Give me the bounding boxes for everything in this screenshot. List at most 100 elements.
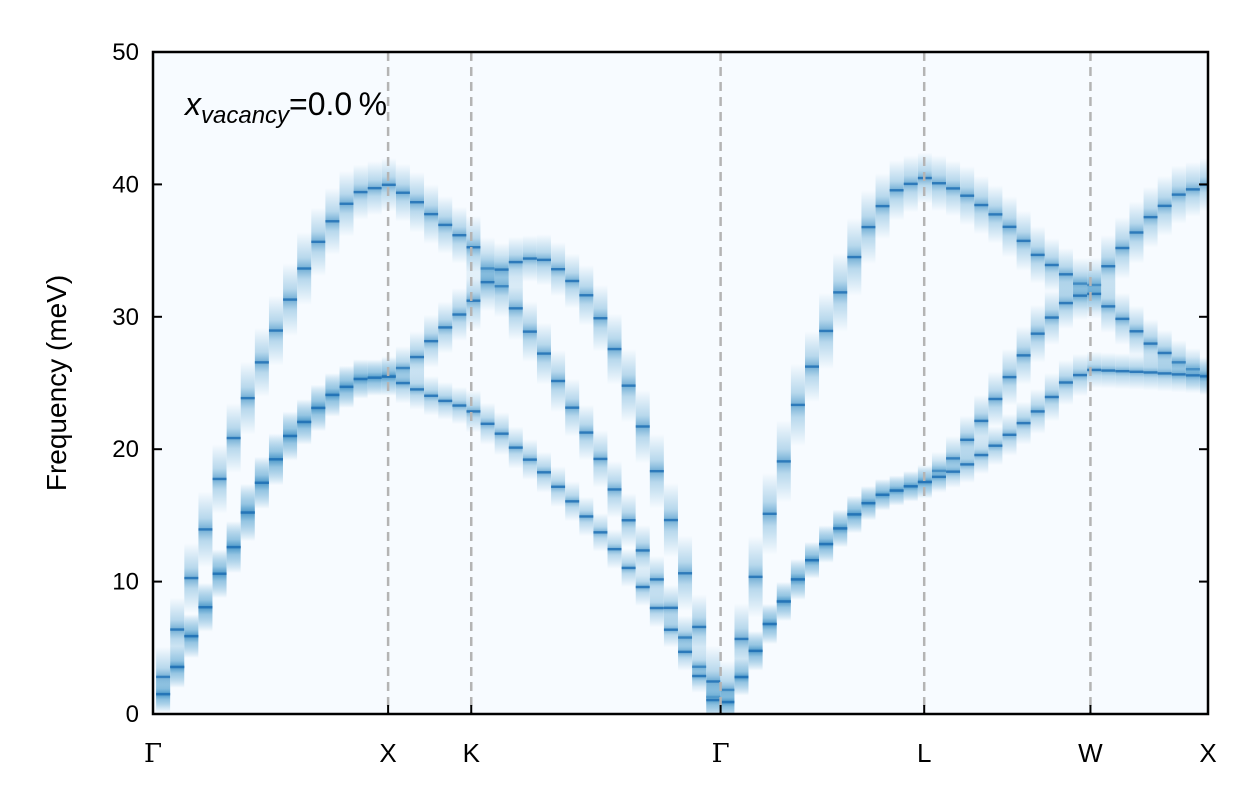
band-peak bbox=[706, 698, 721, 702]
band-peak bbox=[1157, 372, 1172, 375]
band-peak bbox=[240, 396, 255, 400]
band-peak bbox=[1157, 351, 1172, 355]
band-peak bbox=[438, 223, 453, 227]
band-peak bbox=[931, 475, 946, 479]
band-peak bbox=[790, 403, 805, 407]
band-peak bbox=[198, 528, 213, 531]
band-peak bbox=[1143, 342, 1158, 345]
y-tick-label: 10 bbox=[112, 569, 139, 596]
band-peak bbox=[988, 213, 1003, 216]
band-peak bbox=[254, 361, 269, 364]
band-peak bbox=[1129, 330, 1144, 333]
band-peak bbox=[226, 436, 241, 440]
band-peak bbox=[805, 365, 820, 368]
band-peak bbox=[395, 381, 410, 385]
band-peak bbox=[198, 606, 213, 609]
band-peak bbox=[311, 406, 326, 410]
band-peak bbox=[339, 202, 354, 205]
x-tick-label: X bbox=[1199, 738, 1216, 768]
band-peak bbox=[1016, 239, 1031, 243]
band-branch-3 bbox=[156, 351, 1208, 714]
band-peak bbox=[1185, 374, 1200, 377]
band-peak bbox=[663, 628, 678, 631]
band-peak bbox=[1002, 225, 1017, 229]
band-block bbox=[720, 685, 735, 714]
band-peak bbox=[621, 566, 636, 570]
band-peak bbox=[1087, 292, 1102, 296]
band-peak bbox=[988, 397, 1003, 401]
band-peak bbox=[1030, 253, 1045, 257]
band-peak bbox=[311, 240, 326, 244]
band-peak bbox=[212, 477, 227, 481]
band-peak bbox=[297, 267, 312, 270]
band-peak bbox=[946, 187, 961, 190]
band-peak bbox=[889, 489, 904, 492]
band-peak bbox=[790, 578, 805, 581]
band-peak bbox=[847, 255, 862, 259]
band-peak bbox=[297, 420, 312, 424]
band-peak bbox=[480, 280, 495, 284]
band-peak bbox=[424, 394, 439, 397]
band-peak bbox=[551, 379, 566, 383]
band-peak bbox=[875, 204, 890, 208]
band-peak bbox=[522, 257, 537, 260]
x-tick-label: L bbox=[917, 738, 931, 768]
band-peak bbox=[974, 453, 989, 457]
band-peak bbox=[960, 463, 975, 466]
band-peak bbox=[283, 434, 298, 438]
band-peak bbox=[819, 542, 834, 546]
y-axis-label: Frequency (meV) bbox=[41, 275, 72, 491]
band-peak bbox=[1129, 231, 1144, 234]
band-peak bbox=[833, 527, 848, 530]
band-peak bbox=[1171, 193, 1186, 196]
band-peak bbox=[748, 649, 763, 653]
band-peak bbox=[593, 457, 608, 461]
band-peak bbox=[946, 470, 961, 473]
vacancy-annotation: xvacancy=0.0 % bbox=[183, 86, 387, 129]
band-peak bbox=[776, 460, 791, 463]
band-peak bbox=[649, 578, 664, 581]
band-peak bbox=[889, 189, 904, 192]
band-peak bbox=[410, 388, 425, 391]
band-peak bbox=[903, 485, 918, 488]
band-peak bbox=[522, 330, 537, 333]
band-peak bbox=[692, 625, 707, 629]
band-peak bbox=[678, 650, 693, 654]
band-peak bbox=[536, 471, 551, 474]
band-peak bbox=[1030, 410, 1045, 413]
band-peak bbox=[847, 513, 862, 516]
band-peak bbox=[184, 634, 199, 638]
band-peak bbox=[960, 194, 975, 197]
x-tick-label: X bbox=[379, 738, 396, 768]
y-tick-label: 50 bbox=[112, 39, 139, 66]
band-peak bbox=[184, 576, 199, 580]
band-peak bbox=[1157, 204, 1172, 208]
band-peak bbox=[565, 406, 580, 409]
annotation-sub: vacancy bbox=[201, 102, 291, 129]
band-peak bbox=[551, 485, 566, 488]
band-peak bbox=[607, 347, 622, 351]
band-peak bbox=[1115, 317, 1130, 321]
band-peak bbox=[805, 558, 820, 562]
band-peak bbox=[621, 519, 636, 522]
y-axis: 0 10 20 30 40 50 bbox=[112, 39, 1208, 728]
band-peak bbox=[212, 572, 227, 575]
band-block bbox=[706, 682, 721, 714]
band-peak bbox=[974, 419, 989, 423]
band-peak bbox=[170, 665, 185, 669]
band-peak bbox=[452, 234, 467, 237]
band-peak bbox=[1185, 188, 1200, 191]
band-peak bbox=[762, 622, 777, 626]
band-peak bbox=[508, 260, 523, 264]
band-peak bbox=[720, 700, 735, 704]
x-tick-label: W bbox=[1078, 738, 1103, 768]
band-peak bbox=[494, 268, 509, 271]
band-peak bbox=[1199, 375, 1208, 378]
plot-frame bbox=[151, 50, 1210, 716]
band-peak bbox=[438, 399, 453, 403]
band-peak bbox=[1044, 316, 1059, 319]
band-peak bbox=[508, 307, 523, 310]
band-peak bbox=[353, 377, 368, 381]
band-peak bbox=[424, 212, 439, 216]
band-peak bbox=[621, 384, 636, 387]
